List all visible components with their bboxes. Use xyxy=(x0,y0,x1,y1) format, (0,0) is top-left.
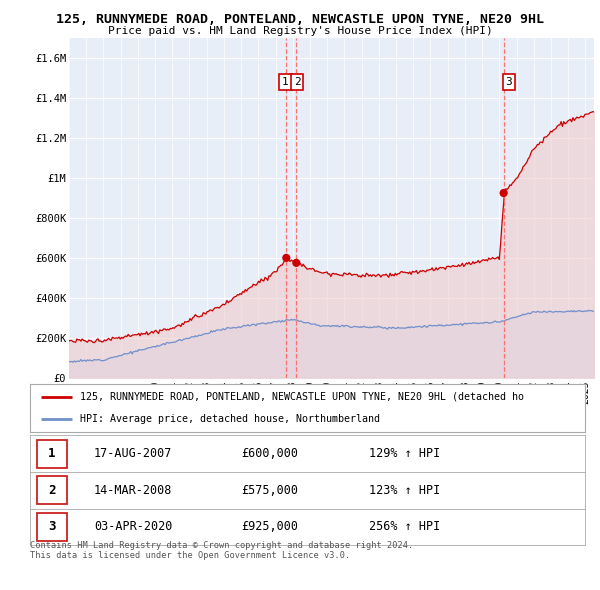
Text: 3: 3 xyxy=(48,520,55,533)
Text: 129% ↑ HPI: 129% ↑ HPI xyxy=(368,447,440,460)
Text: 3: 3 xyxy=(505,77,512,87)
Text: 17-AUG-2007: 17-AUG-2007 xyxy=(94,447,172,460)
Text: 1: 1 xyxy=(48,447,55,460)
Text: 125, RUNNYMEDE ROAD, PONTELAND, NEWCASTLE UPON TYNE, NE20 9HL: 125, RUNNYMEDE ROAD, PONTELAND, NEWCASTL… xyxy=(56,13,544,26)
Text: 03-APR-2020: 03-APR-2020 xyxy=(94,520,172,533)
Text: 256% ↑ HPI: 256% ↑ HPI xyxy=(368,520,440,533)
Text: HPI: Average price, detached house, Northumberland: HPI: Average price, detached house, Nort… xyxy=(80,414,380,424)
Text: 125, RUNNYMEDE ROAD, PONTELAND, NEWCASTLE UPON TYNE, NE20 9HL (detached ho: 125, RUNNYMEDE ROAD, PONTELAND, NEWCASTL… xyxy=(80,392,524,402)
Text: 14-MAR-2008: 14-MAR-2008 xyxy=(94,484,172,497)
Text: 2: 2 xyxy=(294,77,301,87)
FancyBboxPatch shape xyxy=(37,476,67,504)
Text: Price paid vs. HM Land Registry's House Price Index (HPI): Price paid vs. HM Land Registry's House … xyxy=(107,26,493,36)
Point xyxy=(281,253,291,263)
FancyBboxPatch shape xyxy=(37,440,67,468)
Text: Contains HM Land Registry data © Crown copyright and database right 2024.: Contains HM Land Registry data © Crown c… xyxy=(30,541,413,550)
Text: This data is licensed under the Open Government Licence v3.0.: This data is licensed under the Open Gov… xyxy=(30,552,350,560)
Text: £575,000: £575,000 xyxy=(241,484,298,497)
Text: 1: 1 xyxy=(282,77,289,87)
Text: 2: 2 xyxy=(48,484,55,497)
FancyBboxPatch shape xyxy=(37,513,67,541)
Point xyxy=(499,188,508,198)
Text: £925,000: £925,000 xyxy=(241,520,298,533)
Point xyxy=(292,258,301,268)
Text: £600,000: £600,000 xyxy=(241,447,298,460)
Text: 123% ↑ HPI: 123% ↑ HPI xyxy=(368,484,440,497)
